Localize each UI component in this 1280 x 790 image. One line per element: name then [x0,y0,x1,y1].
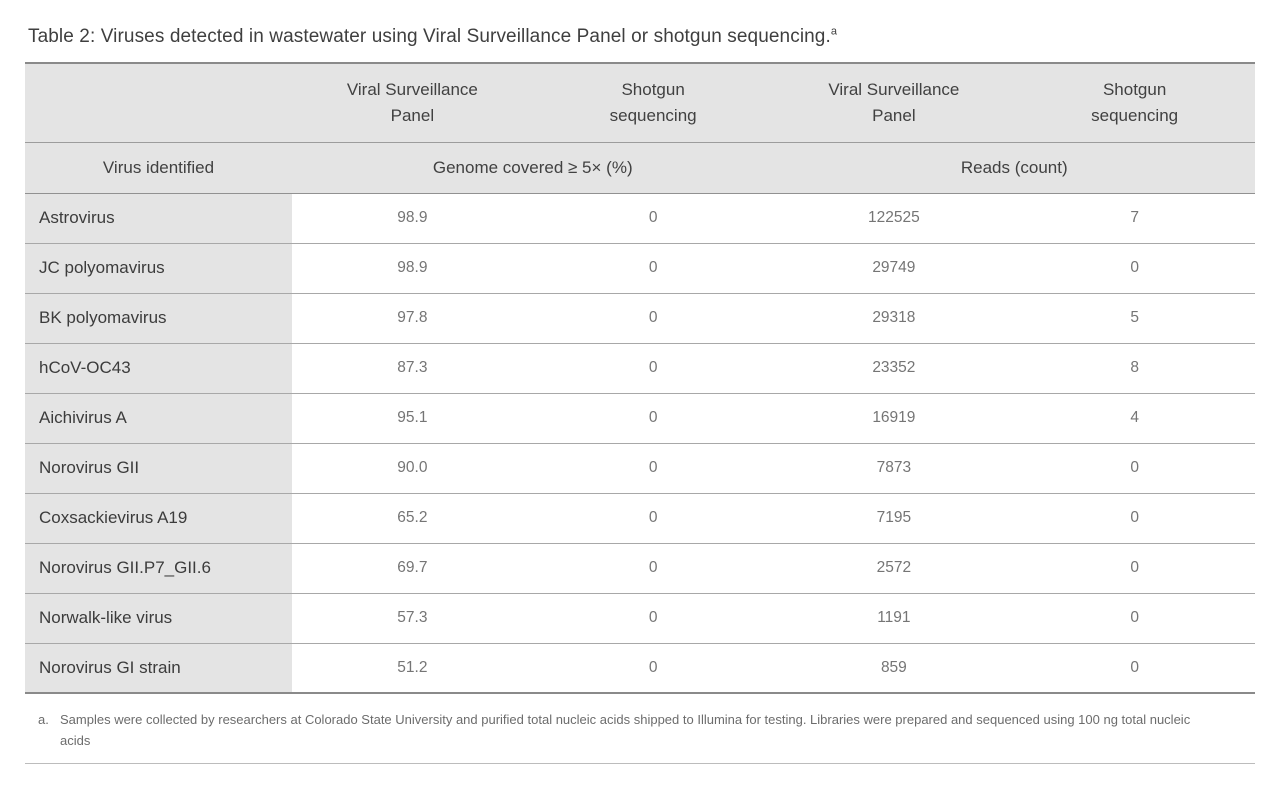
shotgun-coverage-cell: 0 [532,543,774,594]
row-header-virus-identified: Virus identified [25,142,292,194]
section-header-reads: Reads (count) [773,142,1255,194]
shotgun-reads-cell: 0 [1014,243,1255,294]
vsp-reads-cell: 29318 [773,293,1015,344]
table-header: Viral Surveillance Panel Shotgun sequenc… [25,63,1255,194]
vsp-coverage-cell: 87.3 [292,343,533,394]
shotgun-reads-cell: 7 [1014,193,1255,244]
table-row: BK polyomavirus 97.8 0 29318 5 [25,293,1255,344]
virus-name-cell: Astrovirus [25,193,292,244]
table-row: Norovirus GII.P7_GII.6 69.7 0 2572 0 [25,543,1255,594]
vsp-reads-cell: 23352 [773,343,1015,394]
vsp-reads-cell: 2572 [773,543,1015,594]
col-header-shotgun-coverage: Shotgun sequencing [532,63,774,143]
vsp-coverage-cell: 98.9 [292,193,533,244]
table-row: Norwalk-like virus 57.3 0 1191 0 [25,593,1255,644]
shotgun-coverage-cell: 0 [532,393,774,444]
table-row: JC polyomavirus 98.9 0 29749 0 [25,243,1255,294]
vsp-coverage-cell: 65.2 [292,493,533,544]
vsp-coverage-cell: 97.8 [292,293,533,344]
shotgun-reads-cell: 4 [1014,393,1255,444]
footnote-marker: a. [38,712,49,727]
vsp-coverage-cell: 51.2 [292,643,533,694]
table-body: Astrovirus 98.9 0 122525 7 JC polyomavir… [25,193,1255,694]
section-header-genome-covered: Genome covered ≥ 5× (%) [292,142,774,194]
vsp-reads-cell: 16919 [773,393,1015,444]
vsp-coverage-cell: 69.7 [292,543,533,594]
virus-name-cell: Norovirus GII [25,443,292,494]
virus-name-cell: hCoV-OC43 [25,343,292,394]
shotgun-coverage-cell: 0 [532,643,774,694]
col-header-vsp-reads: Viral Surveillance Panel [773,63,1015,143]
table-row: hCoV-OC43 87.3 0 23352 8 [25,343,1255,394]
table-caption-footnote-marker: a [830,25,838,38]
shotgun-coverage-cell: 0 [532,243,774,294]
method-header-row: Viral Surveillance Panel Shotgun sequenc… [25,63,1255,143]
vsp-reads-cell: 7195 [773,493,1015,544]
table-caption: Table 2: Viruses detected in wastewater … [25,0,1255,62]
col-header-vsp-coverage: Viral Surveillance Panel [292,63,533,143]
virus-name-cell: JC polyomavirus [25,243,292,294]
shotgun-reads-cell: 0 [1014,443,1255,494]
col-header-shotgun-reads: Shotgun sequencing [1014,63,1255,143]
vsp-coverage-cell: 57.3 [292,593,533,644]
vsp-reads-cell: 7873 [773,443,1015,494]
table-row: Astrovirus 98.9 0 122525 7 [25,193,1255,244]
shotgun-coverage-cell: 0 [532,443,774,494]
table-caption-text: Table 2: Viruses detected in wastewater … [28,26,831,47]
table-footnote: a. Samples were collected by researchers… [38,709,1203,751]
shotgun-coverage-cell: 0 [532,193,774,244]
virus-name-cell: Norwalk-like virus [25,593,292,644]
vsp-reads-cell: 1191 [773,593,1015,644]
vsp-reads-cell: 29749 [773,243,1015,294]
virus-name-cell: Aichivirus A [25,393,292,444]
vsp-coverage-cell: 98.9 [292,243,533,294]
shotgun-coverage-cell: 0 [532,493,774,544]
vsp-coverage-cell: 90.0 [292,443,533,494]
virus-name-cell: Coxsackievirus A19 [25,493,292,544]
shotgun-coverage-cell: 0 [532,293,774,344]
shotgun-coverage-cell: 0 [532,593,774,644]
shotgun-reads-cell: 0 [1014,593,1255,644]
page: Table 2: Viruses detected in wastewater … [25,0,1255,764]
shotgun-reads-cell: 0 [1014,543,1255,594]
table-row: Aichivirus A 95.1 0 16919 4 [25,393,1255,444]
bottom-divider [25,763,1255,764]
empty-corner-cell [25,63,292,143]
table-row: Coxsackievirus A19 65.2 0 7195 0 [25,493,1255,544]
vsp-reads-cell: 122525 [773,193,1015,244]
shotgun-coverage-cell: 0 [532,343,774,394]
virus-name-cell: Norovirus GII.P7_GII.6 [25,543,292,594]
table-row: Norovirus GII 90.0 0 7873 0 [25,443,1255,494]
virus-name-cell: Norovirus GI strain [25,643,292,694]
footnote-text: Samples were collected by researchers at… [60,712,1191,748]
shotgun-reads-cell: 8 [1014,343,1255,394]
table-row: Norovirus GI strain 51.2 0 859 0 [25,643,1255,694]
metric-header-row: Virus identified Genome covered ≥ 5× (%)… [25,142,1255,194]
shotgun-reads-cell: 5 [1014,293,1255,344]
shotgun-reads-cell: 0 [1014,643,1255,694]
vsp-coverage-cell: 95.1 [292,393,533,444]
vsp-reads-cell: 859 [773,643,1015,694]
virus-name-cell: BK polyomavirus [25,293,292,344]
shotgun-reads-cell: 0 [1014,493,1255,544]
viruses-detected-table: Viral Surveillance Panel Shotgun sequenc… [25,62,1255,694]
